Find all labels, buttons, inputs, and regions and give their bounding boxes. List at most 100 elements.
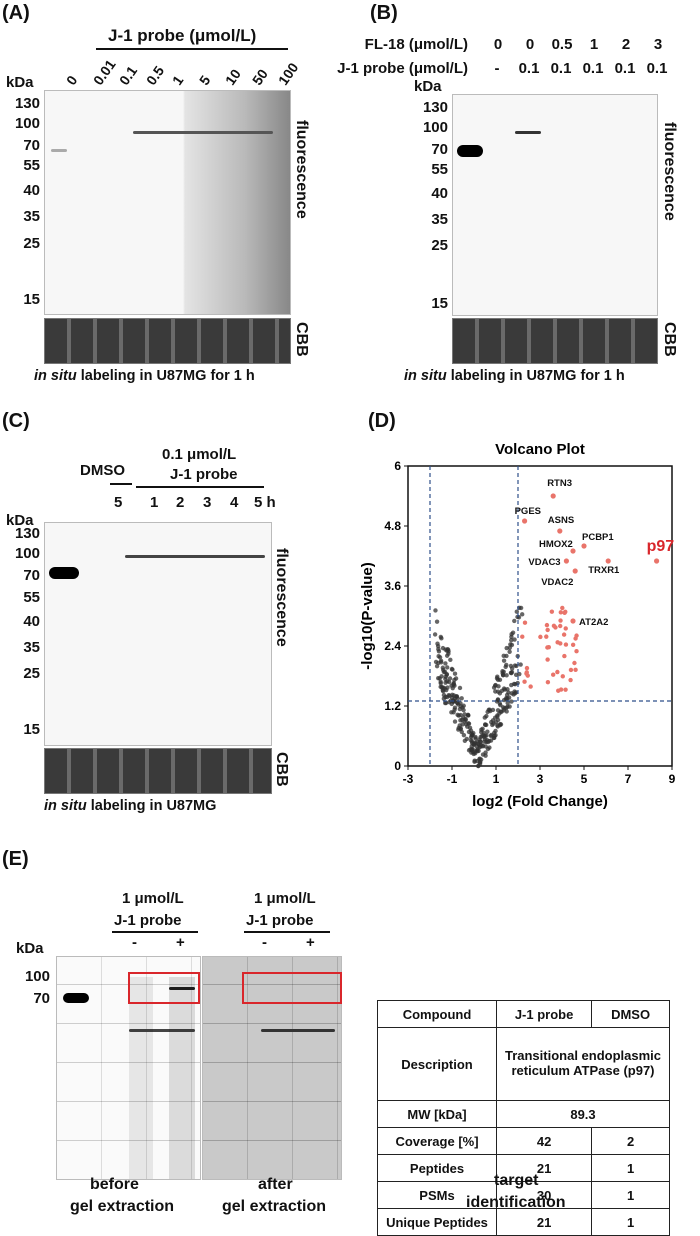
scatter-point bbox=[500, 672, 506, 678]
scatter-point bbox=[483, 753, 488, 758]
lane-label: 4 bbox=[230, 494, 239, 511]
scatter-point-significant bbox=[560, 605, 565, 611]
scatter-point bbox=[459, 717, 465, 723]
y-tick-label: 1.2 bbox=[384, 699, 401, 713]
scatter-point bbox=[494, 676, 500, 681]
panel-b-row2-label: J-1 probe (μmol/L) bbox=[337, 60, 468, 77]
scatter-point bbox=[446, 679, 452, 685]
scatter-point bbox=[503, 664, 508, 670]
scatter-point bbox=[468, 747, 473, 752]
after-caption-2: gel extraction bbox=[222, 1198, 327, 1215]
point-label: p97 bbox=[647, 538, 675, 555]
lane-label: 1 bbox=[168, 72, 187, 88]
scatter-point-significant bbox=[545, 679, 551, 685]
after-lower-band bbox=[261, 1029, 335, 1032]
kda-marker: 55 bbox=[23, 157, 40, 174]
scatter-point bbox=[465, 712, 471, 718]
scatter-point bbox=[501, 658, 507, 663]
point-label: PGES bbox=[515, 506, 541, 517]
scatter-point bbox=[509, 642, 515, 648]
panel-e-line-2 bbox=[244, 931, 330, 933]
scatter-point bbox=[478, 742, 484, 748]
scatter-point bbox=[445, 665, 450, 670]
scatter-point-significant bbox=[549, 609, 555, 614]
x-tick-label: 5 bbox=[581, 772, 588, 786]
before-lower-band bbox=[129, 1029, 195, 1032]
highlighted-point bbox=[570, 618, 576, 624]
scatter-point bbox=[505, 687, 510, 692]
panel-a-side-label: fluorescence bbox=[293, 120, 310, 219]
scatter-point bbox=[511, 681, 517, 687]
scatter-point bbox=[505, 700, 510, 706]
scatter-point bbox=[518, 662, 523, 667]
panel-a-kda-title: kDa bbox=[6, 74, 34, 91]
table-desc-label: Description bbox=[377, 1027, 497, 1101]
table-row-probe-value: 42 bbox=[495, 1127, 593, 1155]
panel-e-plus-2: + bbox=[306, 934, 315, 951]
scatter-point bbox=[482, 722, 488, 727]
scatter-point bbox=[473, 734, 478, 740]
scatter-point bbox=[488, 733, 494, 739]
scatter-point-significant bbox=[558, 618, 563, 623]
panel-a-gel bbox=[44, 90, 291, 315]
protein-id-table: Compound J-1 probe DMSO Description Tran… bbox=[377, 1000, 670, 1236]
scatter-point bbox=[478, 739, 484, 744]
scatter-point-significant bbox=[550, 672, 556, 677]
chart-title: Volcano Plot bbox=[495, 441, 585, 458]
scatter-point bbox=[443, 700, 449, 706]
scatter-point bbox=[493, 682, 498, 688]
panel-b-side-label: fluorescence bbox=[661, 122, 678, 221]
highlighted-point bbox=[654, 558, 660, 564]
scatter-point bbox=[472, 759, 477, 764]
table-row-dmso-value: 1 bbox=[591, 1208, 670, 1236]
panel-c-label: (C) bbox=[2, 410, 30, 432]
scatter-point-significant bbox=[545, 627, 550, 633]
scatter-point-significant bbox=[544, 622, 550, 628]
x-tick-label: 3 bbox=[537, 772, 544, 786]
panel-a-caption-rest: labeling in U87MG for 1 h bbox=[76, 368, 255, 384]
panel-e-kda-title: kDa bbox=[16, 940, 44, 957]
x-tick-label: -3 bbox=[403, 772, 414, 786]
panel-c-caption-rest: labeling in U87MG bbox=[86, 798, 217, 814]
kda-marker: 35 bbox=[23, 208, 40, 225]
before-highlight-box bbox=[128, 972, 200, 1004]
x-tick-label: 7 bbox=[625, 772, 632, 786]
panel-a-p97-band bbox=[133, 131, 273, 134]
scatter-point-significant bbox=[568, 677, 573, 683]
scatter-point-significant bbox=[560, 674, 565, 679]
panel-c-kda-title: kDa bbox=[6, 512, 34, 529]
scatter-point bbox=[444, 671, 449, 677]
scatter-point bbox=[438, 679, 443, 685]
scatter-point bbox=[484, 739, 489, 745]
scatter-point-significant bbox=[561, 632, 567, 637]
probe-value: 0.1 bbox=[582, 60, 604, 77]
panel-e-minus-2: - bbox=[262, 934, 267, 951]
highlighted-point bbox=[581, 543, 587, 549]
scatter-point bbox=[435, 643, 441, 649]
panel-c-side-label: fluorescence bbox=[273, 548, 290, 647]
panel-e-label: (E) bbox=[2, 848, 29, 870]
kda-marker: 70 bbox=[23, 567, 40, 584]
scatter-point bbox=[447, 676, 453, 681]
lane-label: 0.01 bbox=[89, 56, 119, 88]
scatter-point-significant bbox=[520, 634, 525, 639]
scatter-point-significant bbox=[555, 669, 560, 675]
lane-label: 100 bbox=[274, 59, 302, 88]
table-row-dmso-value: 1 bbox=[591, 1181, 670, 1209]
scatter-point bbox=[465, 724, 470, 729]
point-label: ASNS bbox=[548, 515, 574, 526]
lane-label: 5 bbox=[114, 494, 123, 511]
scatter-point-significant bbox=[522, 679, 527, 684]
scatter-point bbox=[449, 701, 454, 707]
before-ladder-band bbox=[63, 993, 89, 1003]
panel-a-caption-italic: in situ bbox=[34, 368, 77, 384]
panel-b-cbb-gel bbox=[452, 318, 658, 364]
scatter-point bbox=[440, 645, 446, 651]
scatter-point bbox=[504, 673, 509, 678]
kda-marker: 130 bbox=[14, 95, 40, 112]
point-label: VDAC2 bbox=[541, 577, 573, 588]
scatter-point-significant bbox=[544, 634, 549, 639]
kda-marker: 25 bbox=[23, 235, 40, 252]
panel-c-caption: in situ labeling in U87MG bbox=[44, 798, 216, 814]
kda-marker: 55 bbox=[431, 161, 448, 178]
